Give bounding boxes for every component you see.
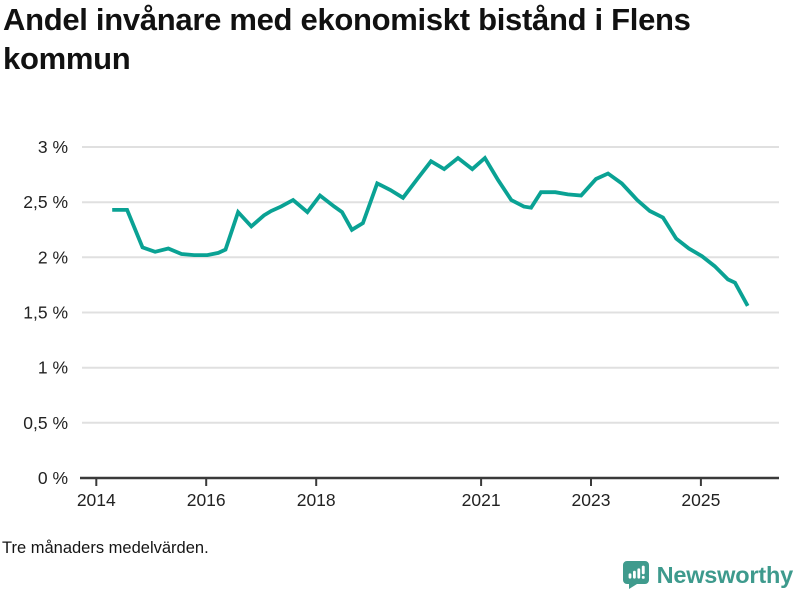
y-axis-label: 0,5 %	[23, 413, 68, 433]
newsworthy-logo-text: Newsworthy	[656, 561, 794, 588]
footnote: Tre månaders medelvärden.	[2, 539, 209, 557]
x-axis-label: 2021	[462, 490, 501, 510]
logo-bar-3	[636, 568, 640, 579]
newsworthy-logo: Newsworthy	[622, 561, 794, 589]
y-axis-label: 2 %	[38, 247, 68, 267]
x-axis-label: 2025	[681, 490, 720, 510]
logo-bar-2	[632, 570, 636, 579]
logo-exclamation-line	[641, 565, 645, 575]
bar-chart-speech-bubble-icon	[622, 561, 649, 589]
page-title-line-2: kommun	[3, 41, 131, 76]
y-axis-label: 0 %	[38, 468, 68, 488]
chart-canvas: 0 % 0,5 % 1 % 1,5 % 2 % 2,5 % 3 % 2014 2016 2018 2…	[23, 137, 779, 510]
y-axis-label: 1,5 %	[23, 303, 68, 323]
logo-bar-1	[628, 573, 631, 579]
x-axis-label: 2016	[187, 490, 226, 510]
x-axis-label: 2014	[77, 490, 116, 510]
logo-bubble	[622, 561, 649, 589]
y-axis-label: 3 %	[38, 137, 68, 157]
page-title-line-1: Andel invånare med ekonomiskt bistånd i …	[3, 2, 691, 37]
y-axis-label: 2,5 %	[23, 192, 68, 212]
data-line	[112, 155, 750, 307]
logo-exclamation-dot	[641, 575, 645, 579]
x-axis-label: 2023	[572, 490, 611, 510]
y-axis-label: 1 %	[38, 358, 68, 378]
x-axis-label: 2018	[297, 490, 336, 510]
page-title: Andel invånare med ekonomiskt bistånd i …	[3, 0, 798, 78]
